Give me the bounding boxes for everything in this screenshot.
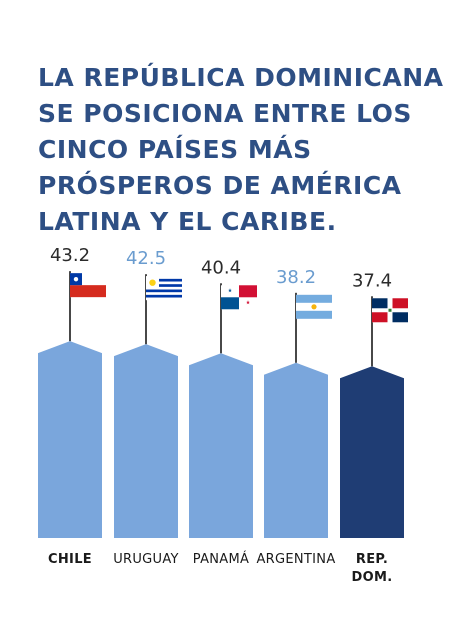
headline-line: PRÓSPEROS DE AMÉRICA (38, 171, 402, 200)
value-label: 38.2 (276, 267, 316, 288)
category-label: PANAMÁ (193, 551, 249, 567)
headline-line: LA REPÚBLICA DOMINICANA (38, 63, 444, 92)
category-label: DOM. (352, 570, 393, 585)
category-label: REP. (356, 552, 388, 567)
bar (114, 344, 178, 538)
bar (264, 362, 328, 538)
bar-group: 40.4 PANAMÁ (189, 257, 257, 567)
bar (189, 353, 253, 538)
chile-flag-icon (70, 273, 106, 298)
headline: LA REPÚBLICA DOMINICANA SE POSICIONA ENT… (38, 60, 458, 240)
bar (340, 366, 404, 538)
uruguay-flag-icon (146, 276, 182, 301)
bar (38, 341, 102, 538)
bar-group: 38.2 ARGENTINA (256, 267, 335, 567)
headline-line: CINCO PAÍSES MÁS (38, 135, 312, 164)
category-label: ARGENTINA (256, 552, 335, 567)
category-label: URUGUAY (113, 552, 179, 567)
bar-group: 43.2 CHILE (38, 245, 106, 567)
bar-group: 37.4 REP. DOM. (340, 270, 408, 585)
argentina-flag-icon (296, 294, 332, 319)
value-label: 37.4 (352, 270, 392, 291)
category-label: CHILE (48, 552, 92, 567)
headline-line: LATINA Y EL CARIBE. (38, 207, 337, 236)
headline-line: SE POSICIONA ENTRE LOS (38, 99, 412, 128)
value-label: 42.5 (126, 248, 166, 269)
dominican-republic-flag-icon (372, 298, 408, 323)
panama-flag-icon (221, 285, 257, 310)
bar-group: 42.5 URUGUAY (113, 248, 182, 567)
value-label: 43.2 (50, 245, 90, 266)
value-label: 40.4 (201, 257, 241, 278)
